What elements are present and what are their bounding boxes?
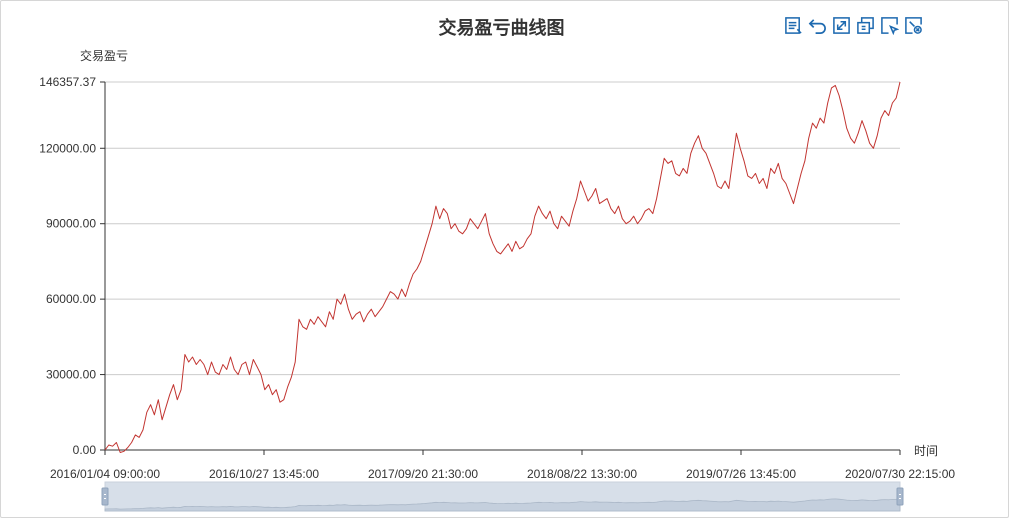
save-image-icon[interactable] — [856, 16, 875, 35]
y-axis-label: 交易盈亏 — [80, 49, 129, 63]
restore-icon[interactable] — [808, 16, 827, 35]
data-view-icon[interactable] — [784, 16, 803, 35]
toolbox — [784, 16, 923, 35]
zoom-select-icon[interactable] — [880, 16, 899, 35]
zoom-reset-icon[interactable] — [904, 16, 923, 35]
chart-title: 交易盈亏曲线图 — [438, 18, 565, 38]
zoom-icon[interactable] — [832, 16, 851, 35]
